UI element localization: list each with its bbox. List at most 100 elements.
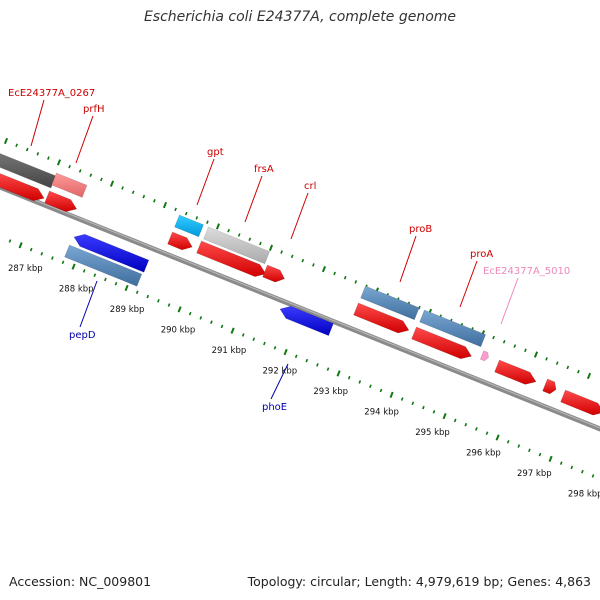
ruler-tick <box>71 263 76 270</box>
label-leader-line <box>500 277 519 325</box>
ruler-tick <box>15 143 18 148</box>
ruler-tick <box>577 369 580 374</box>
ruler-tick <box>418 305 421 310</box>
gene-arrow <box>73 233 150 273</box>
gene-label: pepD <box>69 330 96 341</box>
ruler-tick <box>369 384 372 389</box>
ruler-tick <box>263 341 266 346</box>
ruler-tick <box>199 316 203 320</box>
ruler-ticks <box>3 137 595 478</box>
ruler-tick <box>157 299 160 303</box>
ruler-tick <box>206 220 209 224</box>
ruler-tick <box>513 344 517 348</box>
gene-label: EcE24377A_0267 <box>8 88 95 99</box>
gene-arrow <box>419 309 486 348</box>
ruler-tick <box>326 367 330 371</box>
gene-arrow <box>51 172 88 198</box>
ruler-tick <box>280 250 283 254</box>
gene-arrow <box>411 326 472 360</box>
ruler-tick <box>502 339 506 344</box>
ruler-tick <box>316 363 319 367</box>
kbp-label: 291 kbp <box>212 346 247 356</box>
ruler-tick <box>453 418 457 423</box>
label-leader-lines <box>30 99 519 400</box>
ruler-tick <box>100 177 103 182</box>
ruler-tick <box>555 361 559 365</box>
ruler-tick <box>248 237 252 242</box>
ruler-tick <box>51 256 54 260</box>
gene-arrow <box>353 302 410 334</box>
kbp-label: 293 kbp <box>313 387 348 397</box>
ruler-tick <box>312 263 315 267</box>
kbp-label: 288 kbp <box>59 285 94 295</box>
ruler-tick <box>495 434 500 441</box>
gene-label: gpt <box>207 147 224 158</box>
ruler-tick <box>389 391 394 398</box>
ruler-tick <box>47 156 50 160</box>
ruler-tick <box>517 444 521 448</box>
gene-arrow <box>262 264 285 283</box>
gene-label: proB <box>409 224 432 235</box>
ruler-tick <box>379 388 383 393</box>
ruler-tick <box>321 265 327 273</box>
ruler-tick <box>283 348 288 356</box>
kbp-label: 297 kbp <box>517 469 552 479</box>
gene-arrow <box>560 389 600 416</box>
kbp-label: 289 kbp <box>110 305 145 315</box>
ruler-tick <box>18 242 23 249</box>
ruler-tick <box>184 211 188 216</box>
gene-label: prfH <box>83 104 105 115</box>
ruler-tick <box>237 233 241 237</box>
ruler-tick <box>131 190 135 195</box>
ruler-tick <box>301 258 305 263</box>
gene-label: frsA <box>254 164 274 175</box>
ruler-tick <box>268 244 274 251</box>
ruler-tick <box>336 370 341 377</box>
ruler-tick <box>305 358 309 363</box>
ruler-tick <box>177 306 182 313</box>
label-leader-line <box>196 158 215 206</box>
ruler-tick <box>25 147 29 152</box>
ruler-tick <box>195 216 199 220</box>
ruler-tick <box>475 427 478 431</box>
ruler-tick <box>146 294 150 299</box>
ruler-tick <box>259 241 262 246</box>
ruler-tick <box>294 354 298 359</box>
ruler-tick <box>82 269 86 273</box>
gene-features <box>0 153 600 416</box>
ruler-tick <box>40 252 44 256</box>
ruler-tick <box>528 448 531 453</box>
ruler-tick <box>432 410 436 414</box>
ruler-tick <box>104 277 107 282</box>
label-leader-line <box>79 280 98 328</box>
gene-arrow <box>167 231 193 251</box>
ruler-tick <box>586 372 592 380</box>
ruler-tick <box>3 137 9 145</box>
gene-arrow <box>44 190 78 212</box>
gene-arrow <box>479 350 489 362</box>
ruler-tick <box>121 186 124 190</box>
ruler-tick <box>545 357 548 361</box>
ruler-tick <box>56 159 62 166</box>
ruler-tick <box>464 422 468 427</box>
label-leader-line <box>270 363 289 400</box>
ruler-tick <box>124 284 129 292</box>
gene-arrow <box>542 378 557 395</box>
ruler-tick <box>174 207 177 212</box>
ruler-tick <box>68 164 71 169</box>
ruler-tick <box>358 380 362 384</box>
label-leader-line <box>290 192 309 240</box>
gene-arrow <box>64 244 143 287</box>
ruler-tick <box>290 254 294 259</box>
ruler-tick <box>559 461 563 465</box>
gene-label: EcE24377A_5010 <box>483 266 570 277</box>
ruler-tick <box>162 201 168 209</box>
kbp-label: 294 kbp <box>364 408 399 418</box>
ruler-tick <box>343 275 347 280</box>
ruler-tick <box>230 327 235 334</box>
label-leader-line <box>459 260 478 308</box>
ruler-tick <box>215 223 221 230</box>
kbp-label: 298 kbp <box>568 490 600 500</box>
kbp-label: 295 kbp <box>415 428 450 438</box>
